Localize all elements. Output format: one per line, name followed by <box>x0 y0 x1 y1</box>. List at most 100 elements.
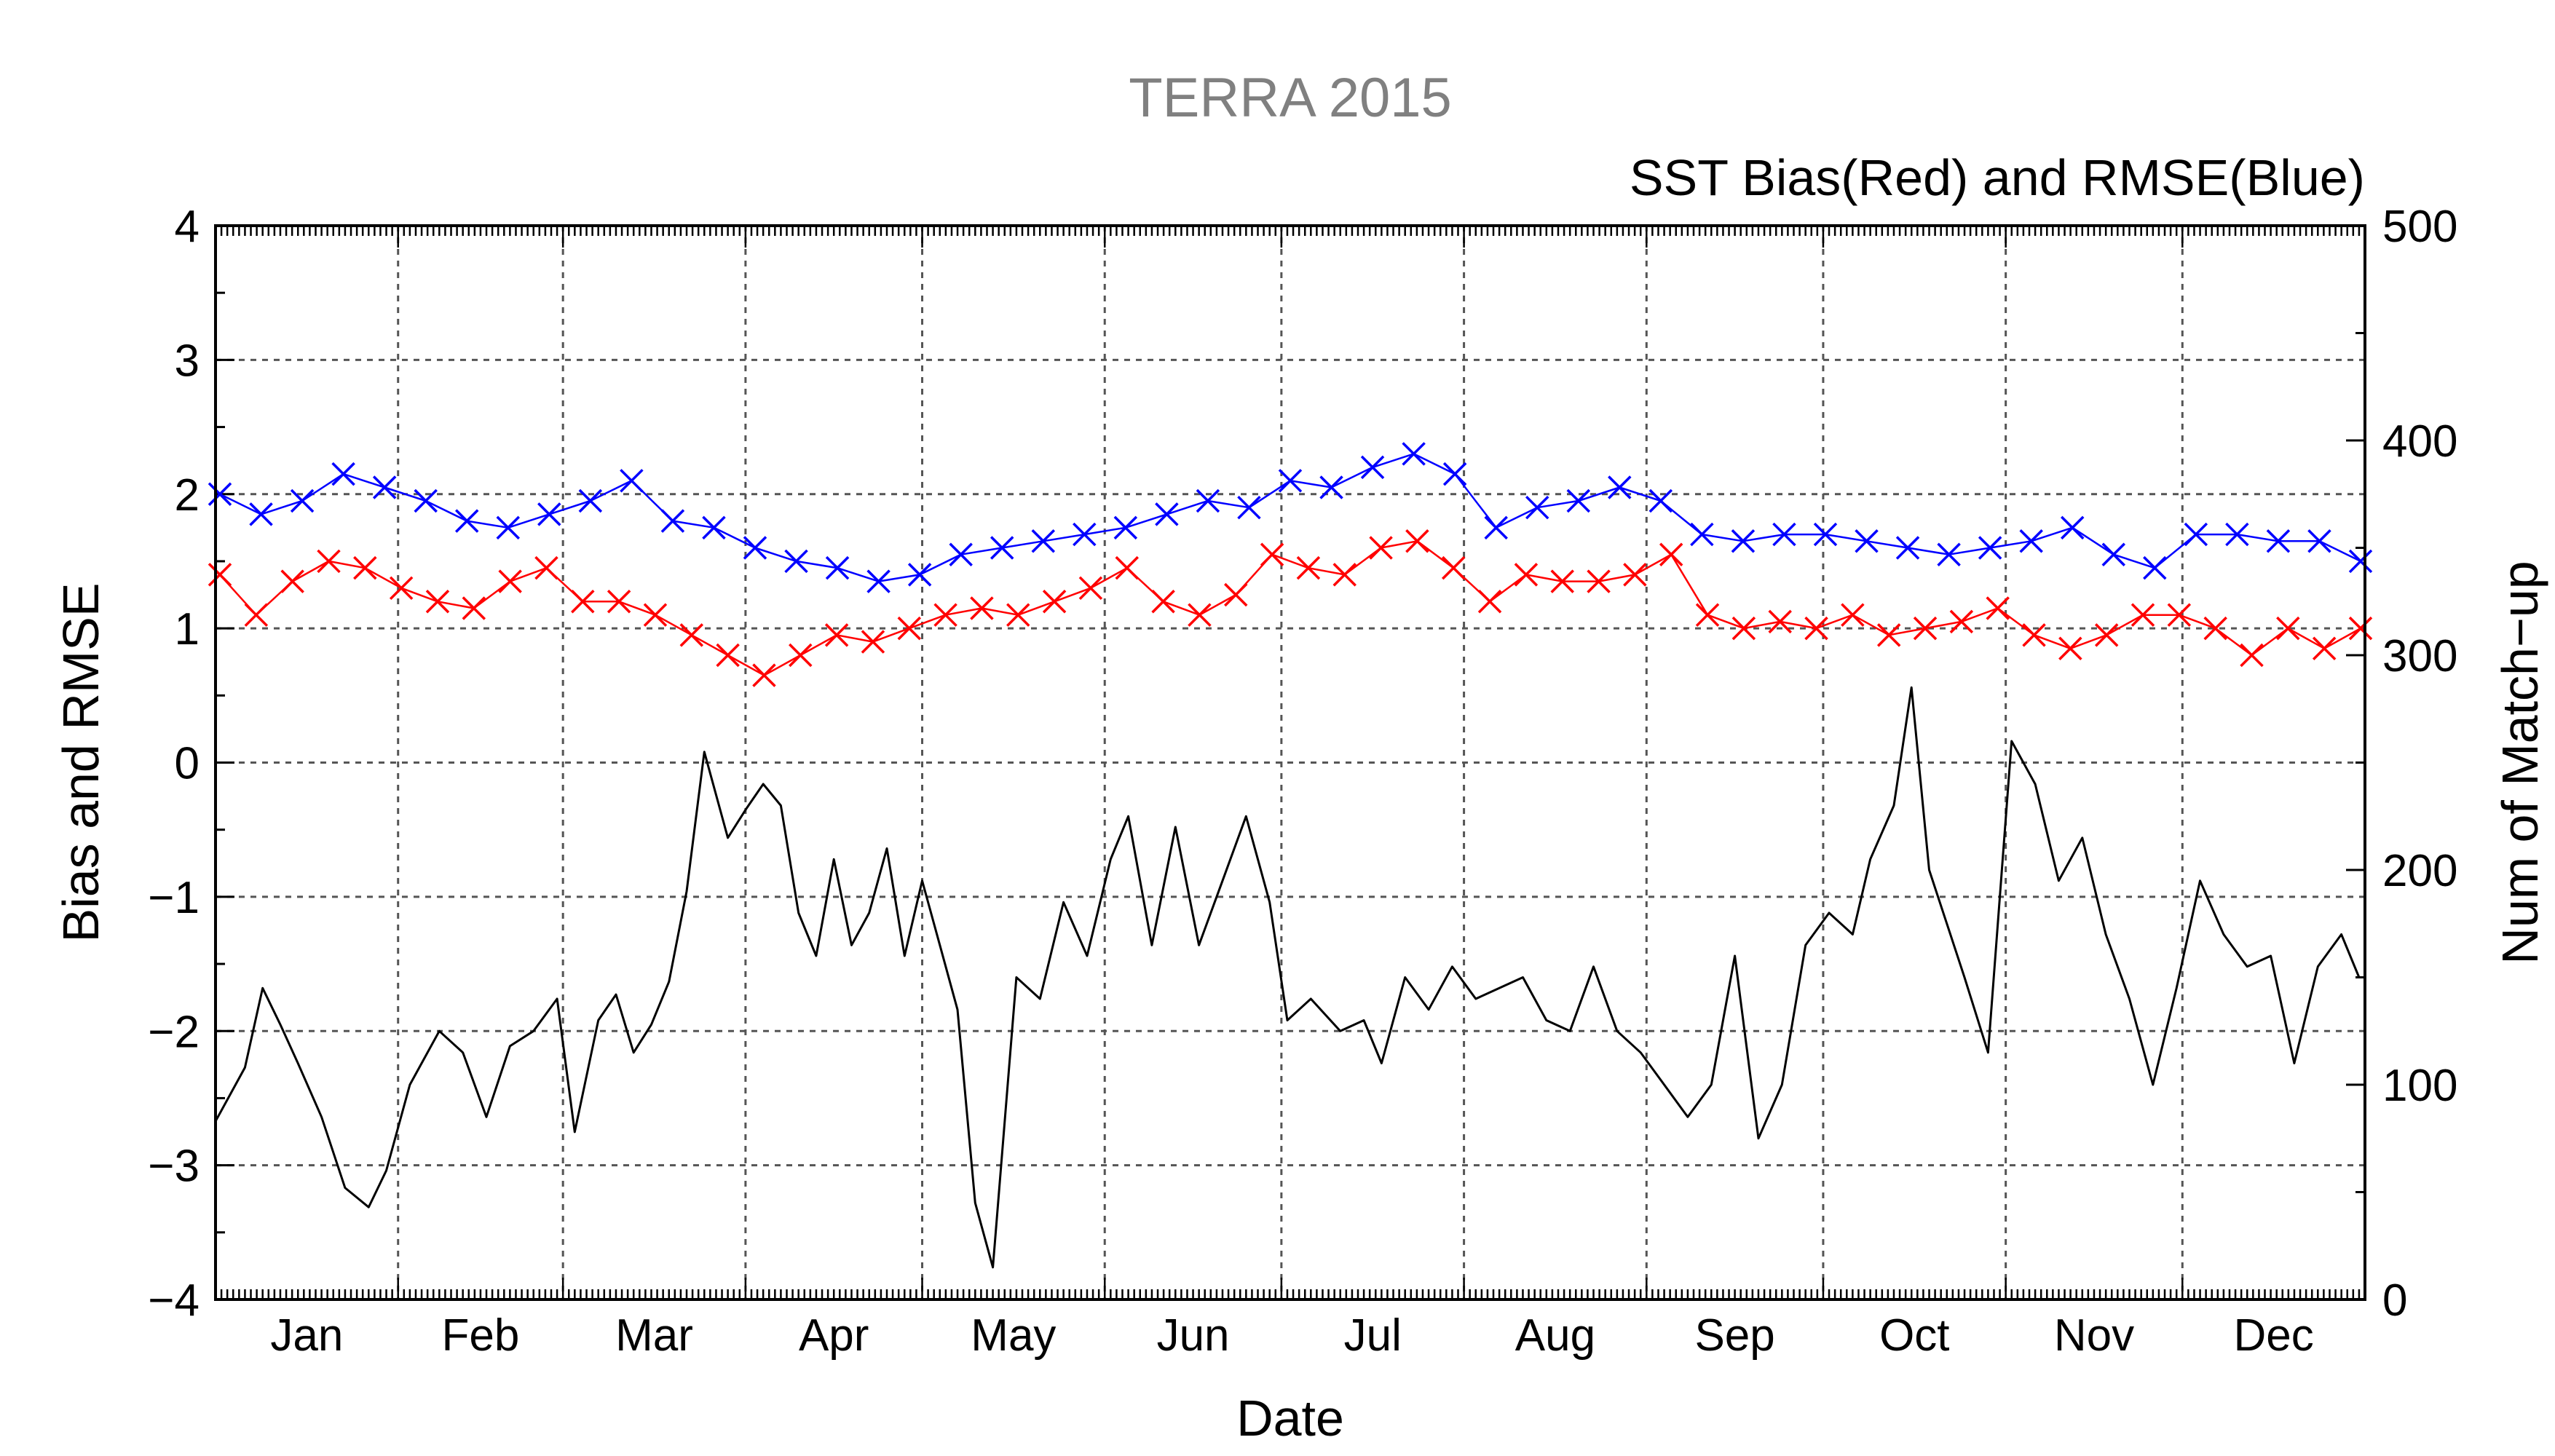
y-right-tick-label: 200 <box>2382 846 2457 896</box>
y-right-tick-label: 100 <box>2382 1061 2457 1111</box>
data-point <box>1073 522 1097 547</box>
data-point <box>1442 555 1466 580</box>
data-point <box>1986 596 2010 620</box>
data-point <box>2203 616 2227 641</box>
data-point <box>1731 616 1756 641</box>
data-point <box>1188 603 1212 627</box>
y-left-tick-label: −3 <box>148 1142 200 1192</box>
data-point <box>1224 582 1248 607</box>
data-point <box>2240 643 2264 668</box>
data-point <box>2143 555 2167 580</box>
data-point <box>607 590 631 614</box>
data-point <box>2167 603 2192 627</box>
y-right-tick-label: 300 <box>2382 631 2457 681</box>
data-point <box>208 563 232 587</box>
data-point <box>1841 603 1865 627</box>
data-point <box>414 488 438 513</box>
data-point <box>1405 529 1429 553</box>
data-point <box>2060 515 2085 540</box>
data-point <box>2276 616 2300 641</box>
data-point <box>660 509 685 533</box>
data-point <box>1278 469 1303 493</box>
data-point <box>1196 488 1220 513</box>
y-left-tick-label: −1 <box>148 873 200 923</box>
y-axis-left-label: Bias and RMSE <box>52 582 109 942</box>
data-point <box>208 482 232 506</box>
data-point <box>1813 522 1838 547</box>
series-line <box>214 686 2361 1269</box>
data-point <box>2184 522 2208 547</box>
data-point <box>534 555 558 580</box>
data-point <box>1895 536 1920 560</box>
data-point <box>537 502 561 526</box>
data-point <box>1525 495 1549 520</box>
y-axis-right-label: Num of Match−up <box>2492 561 2548 964</box>
x-month-label: Nov <box>2054 1310 2134 1361</box>
data-point <box>280 569 304 593</box>
data-point <box>1360 455 1385 480</box>
data-point <box>1115 555 1139 580</box>
series-layer <box>208 442 2373 1269</box>
y-left-tick-label: 3 <box>175 336 200 386</box>
data-point <box>824 623 849 647</box>
data-point <box>825 555 850 580</box>
data-point <box>1260 542 1284 566</box>
data-point <box>1237 495 1261 520</box>
data-point <box>2348 549 2373 574</box>
data-point <box>702 515 726 540</box>
data-point <box>2094 623 2119 647</box>
y-right-tick-label: 0 <box>2382 1275 2407 1326</box>
data-point <box>1695 603 1720 627</box>
data-point <box>2058 636 2082 661</box>
data-point <box>1006 603 1030 627</box>
data-point <box>1587 569 1611 593</box>
data-point <box>1768 609 1792 634</box>
data-point <box>496 515 521 540</box>
data-point <box>389 576 414 601</box>
data-point <box>331 462 355 486</box>
x-month-label: Feb <box>442 1310 520 1361</box>
data-point <box>2266 529 2291 553</box>
data-point <box>2225 522 2249 547</box>
y-left-tick-label: 1 <box>175 604 200 654</box>
data-point <box>1155 502 1179 526</box>
x-month-label: Mar <box>615 1310 693 1361</box>
data-point <box>353 555 377 580</box>
data-point <box>1296 555 1321 580</box>
data-point <box>1151 590 1175 614</box>
data-point <box>789 643 813 668</box>
data-point <box>462 596 486 620</box>
data-point <box>1978 536 2002 560</box>
x-month-label: Apr <box>799 1310 869 1361</box>
data-point <box>1113 515 1138 540</box>
data-point <box>752 663 776 687</box>
plot-frame <box>214 224 2366 1301</box>
y-left-tick-label: −4 <box>148 1275 200 1326</box>
data-point <box>933 603 957 627</box>
x-axis-label: Date <box>1236 1390 1344 1447</box>
y-left-tick-label: 0 <box>175 739 200 789</box>
data-point <box>743 536 767 560</box>
x-month-label: Jun <box>1157 1310 1230 1361</box>
data-point <box>290 488 315 513</box>
series-bias <box>208 529 2373 687</box>
data-point <box>1648 488 1673 513</box>
data-point <box>861 630 885 654</box>
data-point <box>372 475 397 499</box>
x-month-label: Dec <box>2234 1310 2314 1361</box>
grid-lines <box>216 226 2365 1299</box>
data-point <box>1402 442 1426 466</box>
y-left-tick-label: −2 <box>148 1007 200 1057</box>
data-point <box>1937 542 1961 566</box>
data-point <box>1369 536 1393 560</box>
data-point <box>1442 462 1467 486</box>
data-point <box>1690 522 1714 547</box>
data-point <box>949 542 973 566</box>
data-point <box>1477 590 1502 614</box>
data-point <box>1031 529 1056 553</box>
series-num-of-match-up <box>214 686 2361 1269</box>
chart-title: TERRA 2015 <box>1129 67 1452 129</box>
data-point <box>716 643 740 668</box>
data-point <box>2312 636 2337 661</box>
